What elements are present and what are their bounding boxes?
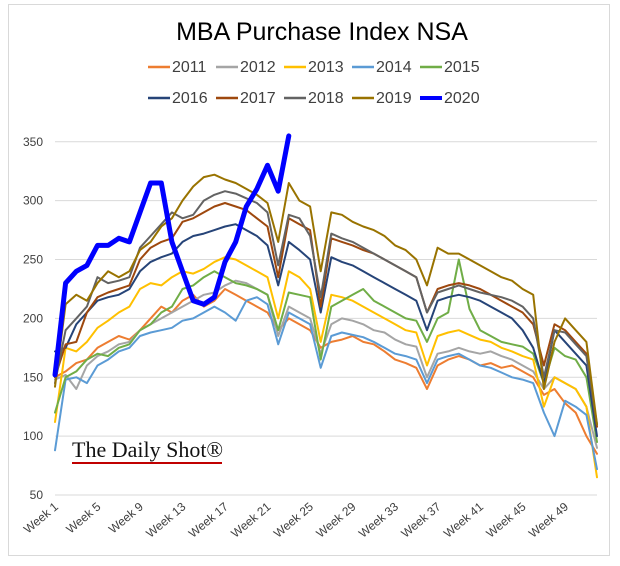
x-tick-label: Week 49 xyxy=(526,499,571,540)
legend-label-2012: 2012 xyxy=(240,59,276,76)
series-line-2015 xyxy=(54,258,598,443)
y-tick-label: 250 xyxy=(23,253,43,267)
legend: 2011 2012 2013 2014 2015 2016 2017 2018 2019 2020 xyxy=(148,59,480,107)
y-tick-label: 150 xyxy=(23,370,43,384)
x-tick-label: Week 37 xyxy=(398,499,443,540)
x-tick-label: Week 29 xyxy=(313,499,358,540)
y-tick-label: 300 xyxy=(23,194,43,208)
series-line-2013 xyxy=(54,256,598,479)
legend-label-2020: 2020 xyxy=(444,90,480,107)
series-line-2017 xyxy=(54,202,598,428)
watermark-text: The Daily Shot® xyxy=(72,437,223,462)
x-tick-label: Week 33 xyxy=(356,499,401,540)
legend-label-2016: 2016 xyxy=(172,90,208,107)
y-axis-ticks: 50 100 150 200 250 300 350 xyxy=(23,135,43,502)
series-line-2014 xyxy=(54,296,598,471)
legend-label-2015: 2015 xyxy=(444,59,480,76)
x-tick-label: Week 13 xyxy=(143,499,188,540)
x-tick-label: Week 41 xyxy=(441,499,486,540)
series-line-2018 xyxy=(54,190,598,426)
series-line-2011 xyxy=(54,288,598,455)
series-line-2019 xyxy=(54,173,598,426)
legend-label-2018: 2018 xyxy=(308,90,344,107)
series-line-2016 xyxy=(54,223,598,438)
legend-label-2014: 2014 xyxy=(376,59,412,76)
y-tick-label: 100 xyxy=(23,429,43,443)
x-tick-label: Week 45 xyxy=(483,499,528,540)
series-line-2012 xyxy=(54,279,598,449)
x-tick-label: Week 1 xyxy=(21,499,61,536)
legend-label-2017: 2017 xyxy=(240,90,276,107)
y-tick-label: 350 xyxy=(23,135,43,149)
chart-title: MBA Purchase Index NSA xyxy=(176,18,468,46)
series-lines xyxy=(52,133,598,479)
x-tick-label: Week 17 xyxy=(186,499,231,540)
legend-label-2013: 2013 xyxy=(308,59,344,76)
x-tick-label: Week 5 xyxy=(63,499,103,536)
x-tick-label: Week 21 xyxy=(228,499,273,540)
legend-label-2019: 2019 xyxy=(376,90,412,107)
y-tick-label: 200 xyxy=(23,311,43,325)
x-tick-label: Week 25 xyxy=(271,499,316,540)
series-line-2020 xyxy=(52,133,292,378)
legend-label-2011: 2011 xyxy=(172,59,207,76)
x-tick-label: Week 9 xyxy=(106,499,146,536)
y-tick-label: 50 xyxy=(30,488,44,502)
